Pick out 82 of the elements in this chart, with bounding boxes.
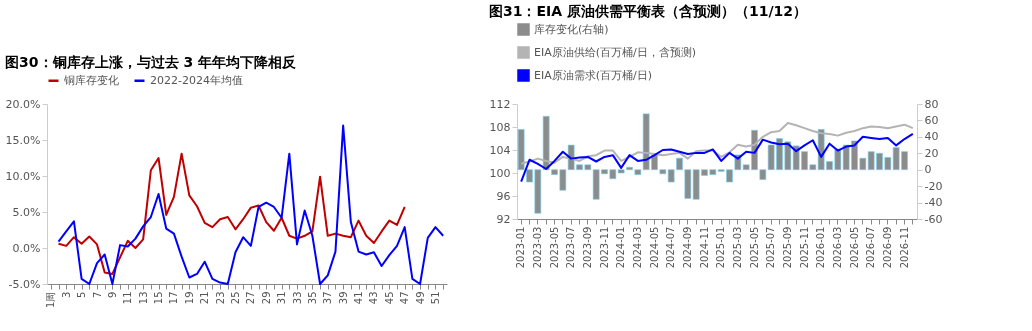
x-tick-label: 37 [322, 291, 334, 305]
x-tick-label: 2026-05 [848, 226, 860, 269]
y2-tick-label: 80 [924, 97, 939, 111]
x-tick-label: 2026-07 [865, 226, 877, 269]
x-tick-label: 2024-03 [631, 226, 643, 269]
x-tick-label: 35 [306, 291, 318, 305]
y-tick-label: 108 [489, 120, 511, 134]
x-tick-label: 7 [91, 291, 103, 298]
y2-tick-label: -20 [924, 179, 943, 193]
y-tick-label: 92 [496, 212, 511, 226]
x-tick-label: 2024-09 [681, 226, 693, 269]
x-tick-label: 2025-11 [798, 226, 810, 269]
x-tick-label: 2025-01 [715, 226, 727, 269]
chart-title: 图30：铜库存上涨，与过去 3 年年均下降相反 [5, 54, 298, 70]
x-tick-label: 25 [229, 291, 241, 305]
x-tick-label: 2023-09 [581, 226, 593, 269]
x-tick-label: 2023-01 [515, 226, 527, 269]
x-tick-label: 2024-01 [615, 226, 627, 269]
x-tick-label: 11 [122, 291, 134, 305]
x-tick-label: 2023-05 [548, 226, 560, 269]
x-tick-label: 23 [214, 291, 226, 305]
y2-tick-label: 20 [924, 146, 939, 160]
x-tick-label: 2026-09 [881, 226, 893, 269]
chart-title: 图31：EIA 原油供需平衡表（含预测）（11/12） [489, 3, 808, 19]
x-tick-label: 2026-01 [815, 226, 827, 269]
y-tick-label: 112 [489, 97, 511, 111]
x-tick-label: 2025-09 [781, 226, 793, 269]
x-tick-label: 2025-07 [765, 226, 777, 269]
y-tick-label: 20.0% [5, 97, 41, 111]
x-tick-label: 2026-11 [898, 226, 910, 269]
x-tick-label: 39 [337, 291, 349, 305]
x-tick-label: 2023-11 [598, 226, 610, 269]
x-tick-label: 2023-07 [565, 226, 577, 269]
y-tick-label: 96 [496, 189, 511, 203]
x-tick-label: 19 [183, 291, 195, 305]
legend-label: 铜库存变化 [63, 73, 119, 87]
x-tick-label: 5 [76, 291, 88, 298]
x-tick-label: 45 [383, 291, 395, 305]
y2-tick-label: 60 [924, 113, 939, 127]
y-tick-label: -5.0% [8, 277, 41, 291]
legend-label: EIA原油需求(百万桶/日) [534, 68, 653, 82]
x-tick-label: 2024-11 [698, 226, 710, 269]
line-series [520, 121, 914, 165]
y-tick-label: 104 [489, 143, 511, 157]
x-tick-label: 2026-03 [831, 226, 843, 269]
x-tick-label: 2025-05 [748, 226, 760, 269]
y-tick-label: 100 [489, 166, 511, 180]
y2-tick-label: -60 [924, 212, 943, 226]
x-tick-label: 13 [137, 291, 149, 305]
line-series [57, 152, 406, 275]
y-tick-label: 0.0% [12, 241, 41, 255]
x-tick-label: 41 [353, 291, 365, 305]
y-tick-label: 10.0% [5, 169, 41, 183]
x-tick-label: 29 [260, 291, 272, 305]
x-tick-label: 3 [60, 291, 72, 298]
x-tick-label: 21 [199, 291, 211, 305]
legend-label: 库存变化(右轴) [534, 22, 609, 36]
x-tick-label: 31 [276, 291, 288, 305]
x-tick-label: 17 [168, 291, 180, 305]
x-tick-label: 27 [245, 291, 257, 305]
x-tick-label: 2024-07 [665, 226, 677, 269]
line-series [57, 124, 445, 285]
x-tick-label: 1周 [45, 291, 57, 308]
x-tick-label: 33 [291, 291, 303, 305]
x-tick-label: 2023-03 [531, 226, 543, 269]
x-tick-label: 51 [429, 291, 441, 305]
y-tick-label: 15.0% [5, 133, 41, 147]
legend-label: EIA原油供给(百万桶/日，含预测) [534, 45, 697, 59]
x-tick-label: 47 [399, 291, 411, 305]
x-tick-label: 2024-05 [648, 226, 660, 269]
bar [517, 129, 525, 171]
y2-tick-label: 0 [924, 163, 932, 177]
line-series [520, 132, 914, 183]
x-tick-label: 2025-03 [731, 226, 743, 269]
y-tick-label: 5.0% [12, 205, 41, 219]
x-tick-label: 49 [414, 291, 426, 305]
x-tick-label: 15 [153, 291, 165, 305]
x-tick-label: 43 [368, 291, 380, 305]
y2-tick-label: -40 [924, 196, 943, 210]
y2-tick-label: 40 [924, 130, 939, 144]
x-tick-label: 9 [106, 291, 118, 298]
legend-label: 2022-2024年均值 [150, 73, 243, 87]
